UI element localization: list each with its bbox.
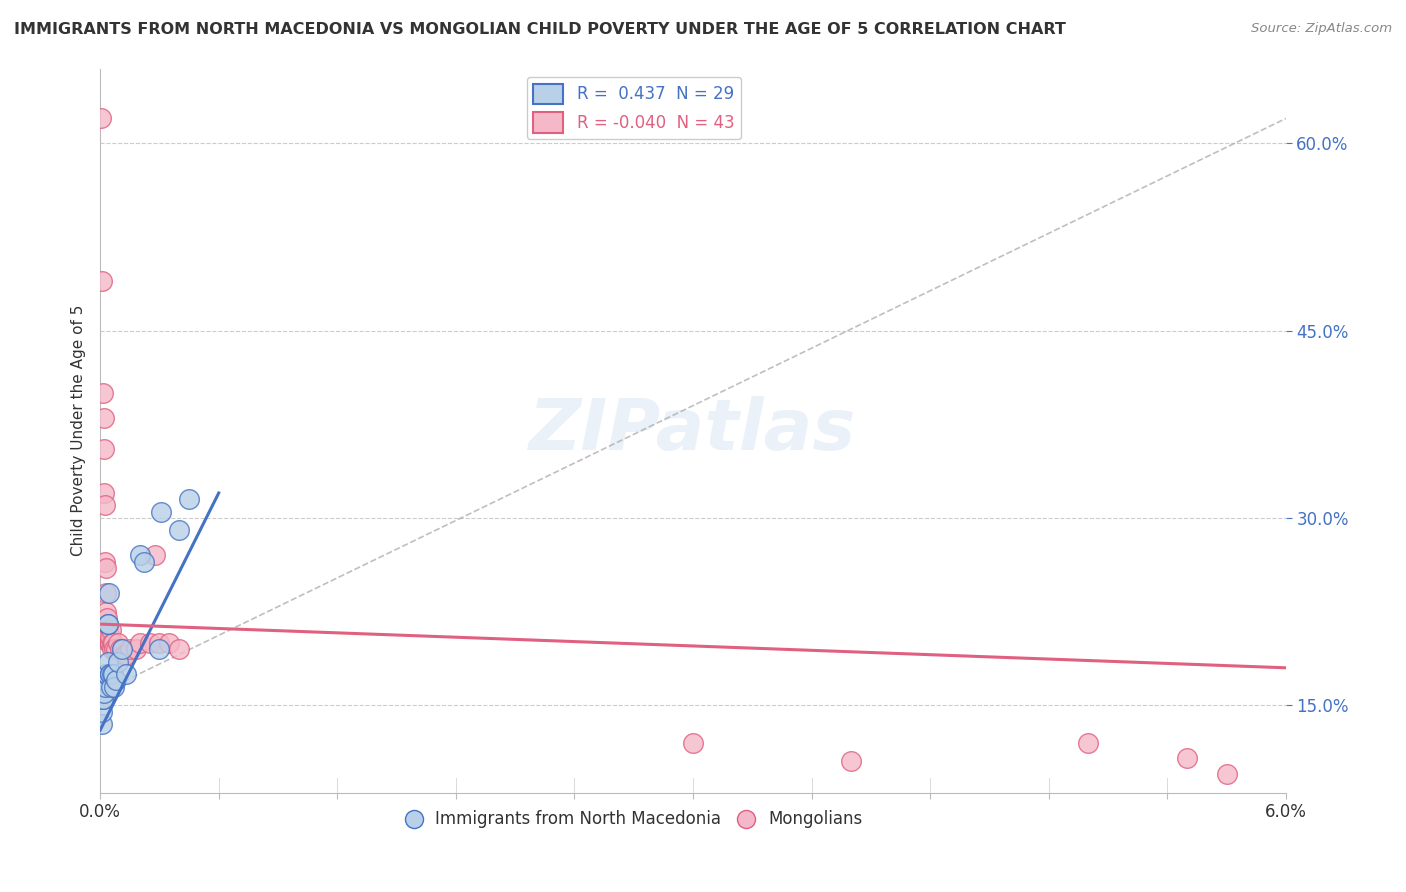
Point [101, 667, 124, 681]
Point [97, 655, 120, 669]
Point [90, 112, 112, 126]
Point [104, 642, 127, 657]
Point [167, 524, 190, 538]
Point [101, 642, 124, 657]
Point [94, 586, 117, 600]
Point [107, 655, 129, 669]
Point [100, 680, 122, 694]
Point [93, 486, 115, 500]
Point [145, 549, 167, 563]
Point [98, 667, 121, 681]
Point [150, 505, 173, 519]
Point [682, 736, 704, 750]
Point [91, 705, 114, 719]
Point [167, 642, 190, 657]
Point [98, 586, 121, 600]
Point [98, 636, 121, 650]
Point [96, 605, 118, 619]
Point [132, 555, 155, 569]
Point [103, 680, 125, 694]
Point [1215, 767, 1237, 781]
Point [94, 499, 117, 513]
Point [98, 636, 121, 650]
Point [93, 442, 115, 457]
Point [114, 648, 136, 663]
Point [93, 411, 115, 425]
Point [118, 642, 141, 657]
Point [111, 642, 134, 657]
Point [101, 667, 124, 681]
Point [839, 755, 862, 769]
Point [98, 636, 121, 650]
Legend: Immigrants from North Macedonia, Mongolians: Immigrants from North Macedonia, Mongoli… [399, 804, 869, 835]
Point [111, 642, 134, 657]
Point [128, 549, 150, 563]
Point [94, 667, 117, 681]
Point [94, 680, 117, 694]
Point [103, 642, 125, 657]
Point [1077, 736, 1099, 750]
Point [96, 667, 118, 681]
Point [97, 630, 120, 644]
Point [93, 673, 115, 688]
Point [100, 624, 122, 638]
Point [148, 636, 170, 650]
Point [107, 636, 129, 650]
Point [1175, 750, 1198, 764]
Point [94, 561, 117, 575]
Point [91, 274, 114, 288]
Point [128, 636, 150, 650]
Point [157, 636, 180, 650]
Point [93, 686, 115, 700]
Point [108, 642, 131, 657]
Point [125, 642, 148, 657]
Text: IMMIGRANTS FROM NORTH MACEDONIA VS MONGOLIAN CHILD POVERTY UNDER THE AGE OF 5 CO: IMMIGRANTS FROM NORTH MACEDONIA VS MONGO… [14, 22, 1066, 37]
Point [97, 617, 120, 632]
Point [97, 630, 120, 644]
Point [91, 386, 114, 401]
Point [91, 692, 114, 706]
Y-axis label: Child Poverty Under the Age of 5: Child Poverty Under the Age of 5 [72, 305, 86, 557]
Text: ZIPatlas: ZIPatlas [529, 396, 856, 465]
Point [100, 630, 122, 644]
Point [97, 624, 120, 638]
Point [100, 636, 122, 650]
Point [148, 642, 170, 657]
Point [114, 667, 136, 681]
Text: Source: ZipAtlas.com: Source: ZipAtlas.com [1251, 22, 1392, 36]
Point [97, 617, 120, 632]
Point [96, 611, 118, 625]
Point [138, 636, 160, 650]
Point [112, 648, 135, 663]
Point [91, 692, 114, 706]
Point [90, 717, 112, 731]
Point [101, 636, 124, 650]
Point [98, 667, 121, 681]
Point [104, 673, 127, 688]
Point [94, 555, 117, 569]
Point [177, 492, 200, 507]
